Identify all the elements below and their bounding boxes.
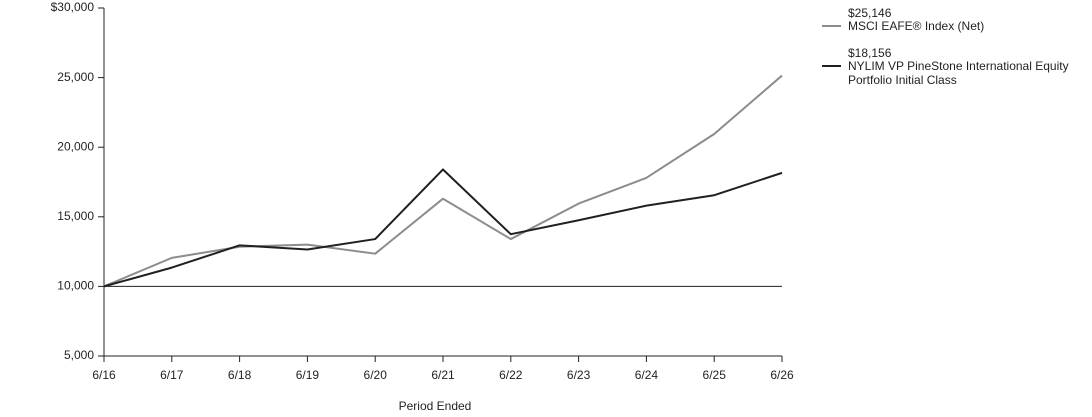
y-tick-label: 5,000 <box>64 348 94 362</box>
x-tick-label: 6/17 <box>160 368 184 382</box>
legend-value: $25,146 <box>848 6 892 20</box>
y-tick-label: 10,000 <box>57 279 94 293</box>
legend-label: NYLIM VP PineStone International Equity … <box>848 59 1069 87</box>
x-tick-label: 6/22 <box>499 368 523 382</box>
x-axis-label: Period Ended <box>399 399 472 413</box>
x-tick-label: 6/21 <box>431 368 455 382</box>
legend-value: $18,156 <box>848 46 892 60</box>
x-tick-label: 6/18 <box>228 368 252 382</box>
y-tick-label: 20,000 <box>57 139 94 153</box>
x-tick-label: 6/26 <box>770 368 794 382</box>
series-line <box>103 168 783 288</box>
x-tick-label: 6/20 <box>364 368 388 382</box>
x-tick-label: 6/16 <box>92 368 116 382</box>
x-tick-label: 6/19 <box>296 368 320 382</box>
y-tick-label: 15,000 <box>57 209 94 223</box>
x-tick-label: 6/24 <box>635 368 659 382</box>
x-tick-label: 6/25 <box>703 368 727 382</box>
x-tick-label: 6/23 <box>567 368 591 382</box>
legend-label: MSCI EAFE® Index (Net) <box>848 19 985 33</box>
series-line <box>103 74 783 288</box>
y-tick-label: 25,000 <box>57 70 94 84</box>
y-tick-label: $30,000 <box>51 0 95 14</box>
